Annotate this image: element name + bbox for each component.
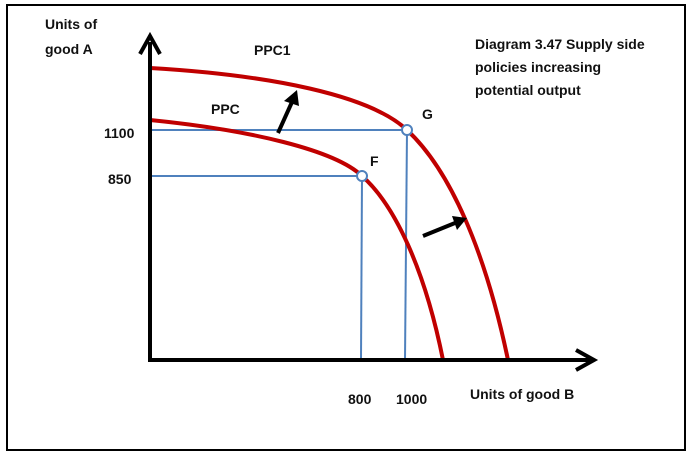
y-axis-arrowhead [138, 31, 162, 55]
point-f-marker [356, 170, 368, 182]
ppc1-label: PPC1 [254, 42, 291, 58]
y-tick-850: 850 [108, 171, 132, 187]
y-axis-label-line1: Units of [45, 16, 97, 32]
guide-f-vertical [360, 175, 363, 361]
ppc-curve [149, 118, 445, 361]
y-axis-label-line2: good A [45, 41, 93, 57]
ppc-label: PPC [211, 101, 240, 117]
shift-arrow-right-head [452, 216, 467, 230]
x-tick-1000: 1000 [396, 391, 427, 407]
title-line3: potential output [475, 82, 581, 98]
ppc1-curve [149, 66, 510, 361]
shift-arrow-up-head [284, 90, 299, 106]
y-tick-1100: 1100 [104, 125, 135, 141]
x-tick-800: 800 [348, 391, 372, 407]
diagram-frame [6, 4, 686, 451]
point-g-marker [401, 124, 413, 136]
title-line1: Diagram 3.47 Supply side [475, 36, 645, 52]
point-f-label: F [370, 153, 379, 169]
point-g-label: G [422, 106, 433, 122]
shift-arrow-up-shaft [276, 101, 294, 134]
x-axis-arrowhead [575, 348, 599, 372]
shift-arrow-right-shaft [422, 221, 456, 238]
title-line2: policies increasing [475, 59, 601, 75]
x-axis-label: Units of good B [470, 386, 574, 402]
